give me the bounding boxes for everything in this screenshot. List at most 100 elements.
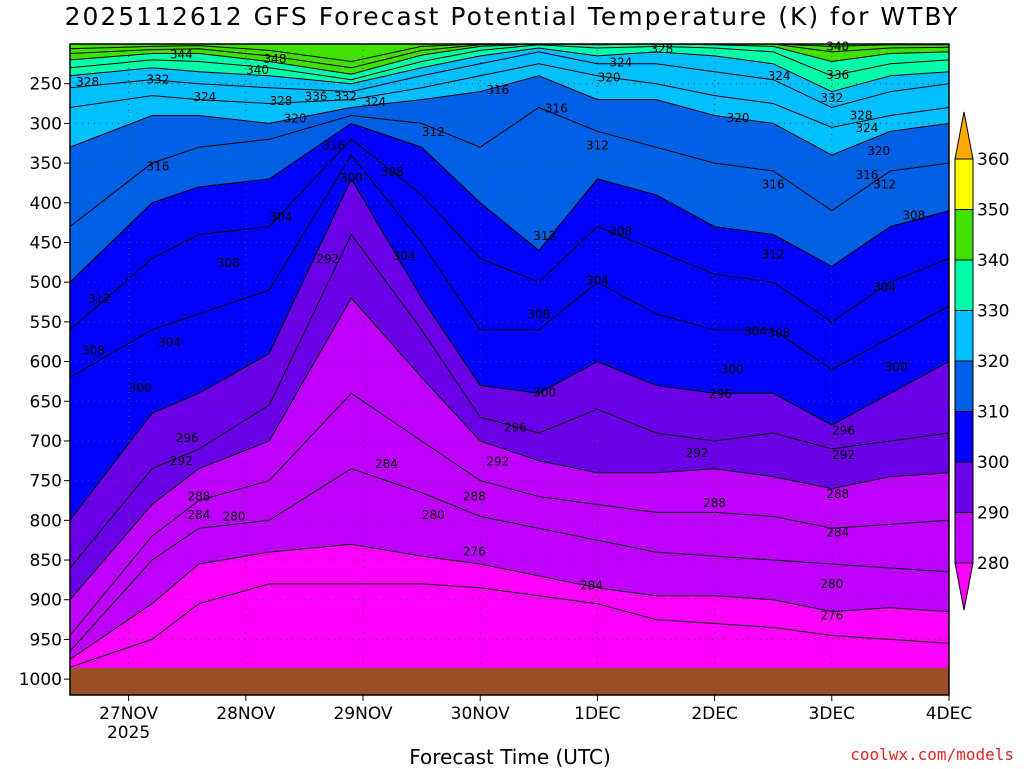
- y-tick-label: 750: [30, 472, 62, 492]
- x-tick-label: 2DEC: [691, 704, 738, 724]
- isentrope-280: [70, 543, 949, 660]
- contour-label: 284: [826, 525, 849, 539]
- contour-label: 288: [187, 490, 210, 504]
- x-tick-label: 3DEC: [809, 704, 856, 724]
- contour-label: 308: [609, 224, 632, 238]
- contour-label: 320: [598, 70, 621, 84]
- chart-title: 2025112612 GFS Forecast Potential Temper…: [64, 2, 960, 31]
- contour-label: 316: [762, 178, 785, 192]
- contour-label: 328: [650, 42, 673, 56]
- contour-label: 280: [223, 509, 246, 523]
- isentrope-320: [70, 75, 949, 156]
- isentrope-316: [70, 106, 949, 227]
- contour-label: 300: [721, 363, 744, 377]
- contour-label: 300: [533, 386, 556, 400]
- ground-surface: [70, 668, 949, 695]
- isentrope-328: [70, 51, 949, 109]
- contour-label: 308: [217, 256, 240, 270]
- source-credit[interactable]: coolwx.com/models: [850, 745, 1014, 764]
- contour-label: 308: [902, 208, 925, 222]
- contour-label: 312: [422, 125, 445, 139]
- y-tick-label: 600: [30, 353, 62, 373]
- colorbar-label: 340: [977, 251, 1009, 271]
- isentrope-336: [70, 44, 949, 81]
- x-axis: 27NOV 28NOV 29NOV 30NOV 1DEC 2DEC 3DEC 4DEC 2025: [99, 695, 972, 743]
- contour-label: 312: [88, 292, 111, 306]
- colorbar-label: 360: [977, 150, 1009, 170]
- x-axis-title: Forecast Time (UTC): [409, 745, 611, 769]
- y-tick-label: 550: [30, 313, 62, 333]
- colorbar-label: 330: [977, 302, 1009, 322]
- colorbar-label: 320: [977, 352, 1009, 372]
- x-year-label: 2025: [107, 723, 150, 743]
- y-tick-label: 850: [30, 551, 62, 571]
- y-tick-label: 800: [30, 511, 62, 531]
- colorbar: 360 350 340 330 320 310 300 290 280: [954, 111, 1009, 611]
- theta-color-bands: [70, 44, 949, 695]
- band-below-276: [70, 583, 949, 695]
- contour-label: 320: [727, 111, 750, 125]
- contour-label: 324: [856, 121, 879, 135]
- contour-label: 288: [463, 490, 486, 504]
- y-tick-label: 300: [30, 114, 62, 134]
- isentrope-300: [70, 177, 949, 521]
- contour-label: 332: [334, 89, 357, 103]
- contour-label: 284: [580, 578, 603, 592]
- y-tick-label: 350: [30, 154, 62, 174]
- contour-label: 332: [820, 91, 843, 105]
- plot-frame: [69, 43, 950, 696]
- colorbar-top-arrow: [954, 111, 974, 160]
- contour-label: 304: [586, 274, 609, 288]
- contour-label: 304: [873, 281, 896, 295]
- isentrope-296: [70, 233, 949, 569]
- colorbar-label: 300: [977, 453, 1009, 473]
- contour-label: 328: [850, 108, 873, 122]
- colorbar-label: 350: [977, 201, 1009, 221]
- contour-label: 316: [322, 139, 345, 153]
- contour-label: 304: [393, 249, 416, 263]
- contour-label: 324: [363, 95, 386, 109]
- contour-label: 292: [170, 454, 193, 468]
- y-tick-label: 900: [30, 591, 62, 611]
- contour-label: 292: [486, 455, 509, 469]
- y-tick-label: 1000: [19, 670, 62, 690]
- contour-label: 296: [709, 387, 732, 401]
- contour-label: 304: [158, 336, 181, 350]
- contour-label: 296: [832, 424, 855, 438]
- contour-label: 340: [826, 39, 849, 53]
- contour-label: 312: [586, 139, 609, 153]
- contour-label: 340: [246, 63, 269, 77]
- colorbar-swatch: [954, 158, 974, 210]
- isentrope-312: [70, 122, 949, 283]
- contour-label: 280: [422, 508, 445, 522]
- contour-label: 304: [744, 324, 767, 338]
- contour-label: 276: [820, 609, 843, 623]
- colorbar-label: 290: [977, 504, 1009, 524]
- y-axis: 250 300 350 400 450 500 550 600 650 700 750 800 850 9…: [19, 75, 70, 690]
- isentrope-344: [70, 44, 949, 69]
- contour-label: 336: [826, 68, 849, 82]
- contour-label: 300: [340, 171, 363, 185]
- contour-label: 324: [768, 69, 791, 83]
- isentrope-348: [70, 44, 949, 63]
- isentrope-lines: [70, 44, 949, 668]
- contour-label: 328: [76, 75, 99, 89]
- contour-label: 308: [381, 165, 404, 179]
- contour-label: 292: [832, 448, 855, 462]
- contour-label: 320: [867, 144, 890, 158]
- y-tick-label: 700: [30, 432, 62, 452]
- contour-label: 324: [193, 90, 216, 104]
- y-tick-label: 950: [30, 630, 62, 650]
- x-tick-label: 1DEC: [574, 704, 621, 724]
- contour-label: 316: [146, 159, 169, 173]
- isentrope-292: [70, 297, 949, 601]
- y-tick-label: 250: [30, 75, 62, 95]
- contour-label: 312: [533, 229, 556, 243]
- colorbar-swatch: [954, 411, 974, 463]
- contour-label: 284: [375, 457, 398, 471]
- contour-label: 328: [270, 94, 293, 108]
- colorbar-swatch: [954, 209, 974, 261]
- contour-label: 316: [545, 101, 568, 115]
